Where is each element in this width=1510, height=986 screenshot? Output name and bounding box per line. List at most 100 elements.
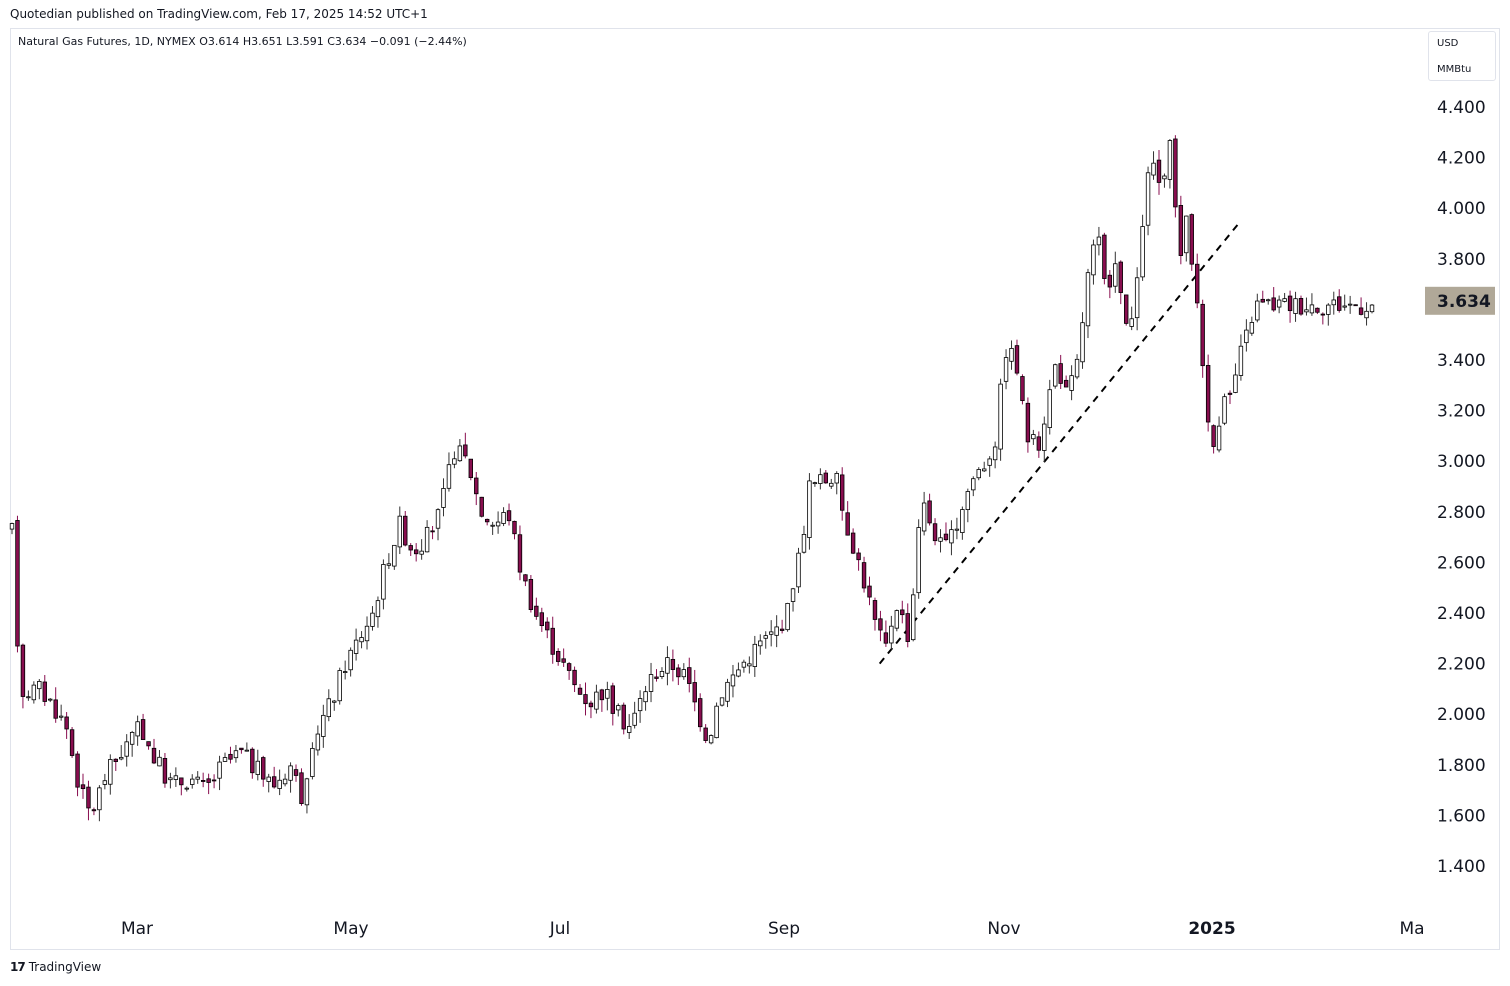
candle bbox=[872, 597, 878, 631]
candle bbox=[1134, 267, 1140, 331]
candle bbox=[1266, 298, 1271, 305]
y-tick-label: 3.000 bbox=[1437, 452, 1486, 472]
candle bbox=[1255, 293, 1260, 323]
candle bbox=[124, 734, 129, 767]
candle bbox=[550, 616, 555, 664]
candle bbox=[353, 628, 359, 661]
footer-branding[interactable]: 17 TradingView bbox=[10, 960, 101, 974]
candle bbox=[413, 543, 419, 562]
candle bbox=[364, 616, 370, 650]
trendline[interactable] bbox=[878, 222, 1240, 665]
candle bbox=[484, 518, 490, 526]
candle bbox=[119, 745, 124, 761]
candle bbox=[911, 588, 916, 642]
candle bbox=[545, 617, 550, 639]
unit-selector[interactable]: USD MMBtu bbox=[1428, 31, 1496, 81]
candle bbox=[856, 548, 861, 571]
candle bbox=[1271, 287, 1276, 312]
candle bbox=[135, 715, 140, 746]
candle bbox=[534, 597, 539, 620]
y-tick-label: 4.000 bbox=[1437, 199, 1486, 219]
last-price-label: 3.634 bbox=[1437, 292, 1491, 312]
tradingview-logo-icon: 17 bbox=[10, 960, 26, 974]
y-tick-label: 2.400 bbox=[1437, 604, 1486, 624]
candle bbox=[818, 468, 823, 490]
candle bbox=[971, 476, 976, 497]
candle bbox=[1058, 354, 1063, 389]
x-tick-label: May bbox=[333, 919, 368, 939]
candle bbox=[1315, 307, 1320, 315]
candle bbox=[1353, 304, 1358, 307]
candle bbox=[228, 746, 233, 764]
candle bbox=[386, 553, 392, 570]
candle bbox=[217, 755, 222, 791]
candle bbox=[91, 807, 97, 816]
candle bbox=[468, 458, 473, 481]
candle bbox=[271, 766, 277, 789]
candle bbox=[222, 752, 228, 762]
candle bbox=[1233, 363, 1238, 394]
candle bbox=[1063, 375, 1069, 388]
y-tick-label: 1.600 bbox=[1437, 806, 1486, 826]
price-tag-layer: 3.634 bbox=[1425, 286, 1495, 315]
candle bbox=[151, 738, 157, 765]
candle bbox=[1113, 251, 1118, 293]
candle bbox=[1053, 363, 1058, 389]
candle bbox=[403, 511, 408, 547]
candle bbox=[758, 634, 763, 655]
candle bbox=[965, 488, 971, 523]
candle bbox=[916, 519, 921, 599]
candle bbox=[26, 690, 31, 701]
candle bbox=[812, 481, 818, 487]
tradingview-brand: TradingView bbox=[28, 960, 102, 974]
candle bbox=[1216, 416, 1222, 453]
candle bbox=[768, 620, 774, 647]
candle bbox=[1085, 268, 1091, 339]
candle bbox=[157, 750, 162, 767]
candle bbox=[517, 525, 523, 581]
y-tick-label: 2.200 bbox=[1437, 655, 1486, 675]
candle bbox=[577, 683, 583, 695]
candle bbox=[823, 469, 829, 484]
candle bbox=[457, 439, 463, 462]
candle bbox=[244, 742, 250, 752]
candle bbox=[648, 662, 654, 703]
x-tick-label: Jul bbox=[549, 919, 571, 939]
candle bbox=[1189, 213, 1194, 271]
candle bbox=[621, 702, 626, 735]
candle bbox=[332, 699, 337, 711]
candle bbox=[146, 741, 151, 750]
candle bbox=[337, 667, 342, 705]
candle bbox=[752, 635, 758, 677]
candle bbox=[1238, 334, 1244, 381]
candle bbox=[419, 539, 424, 560]
candle bbox=[703, 724, 708, 744]
candle bbox=[233, 744, 239, 763]
y-tick-label: 3.400 bbox=[1437, 351, 1486, 371]
chart-legend: Natural Gas Futures, 1D, NYMEX O3.614 H3… bbox=[18, 35, 467, 48]
candle bbox=[1074, 354, 1080, 380]
candle bbox=[665, 646, 670, 686]
candle bbox=[719, 697, 725, 707]
publisher-line: Quotedian published on TradingView.com, … bbox=[10, 7, 428, 21]
candle bbox=[1167, 139, 1173, 189]
candle bbox=[490, 521, 495, 535]
candle bbox=[1331, 291, 1336, 315]
candle bbox=[506, 503, 512, 526]
candle bbox=[539, 607, 544, 632]
candle bbox=[1304, 297, 1309, 316]
candle bbox=[168, 772, 173, 789]
candle bbox=[1140, 214, 1145, 281]
candle bbox=[954, 517, 960, 540]
candle bbox=[179, 777, 184, 796]
candle bbox=[1031, 429, 1036, 445]
x-tick-label: Ma bbox=[1399, 919, 1424, 939]
candle bbox=[1276, 295, 1282, 314]
candle bbox=[659, 667, 665, 680]
candle bbox=[86, 780, 91, 821]
currency-label: USD bbox=[1437, 38, 1459, 49]
candle bbox=[1320, 312, 1326, 325]
candle bbox=[1020, 374, 1025, 405]
candle bbox=[424, 520, 430, 553]
